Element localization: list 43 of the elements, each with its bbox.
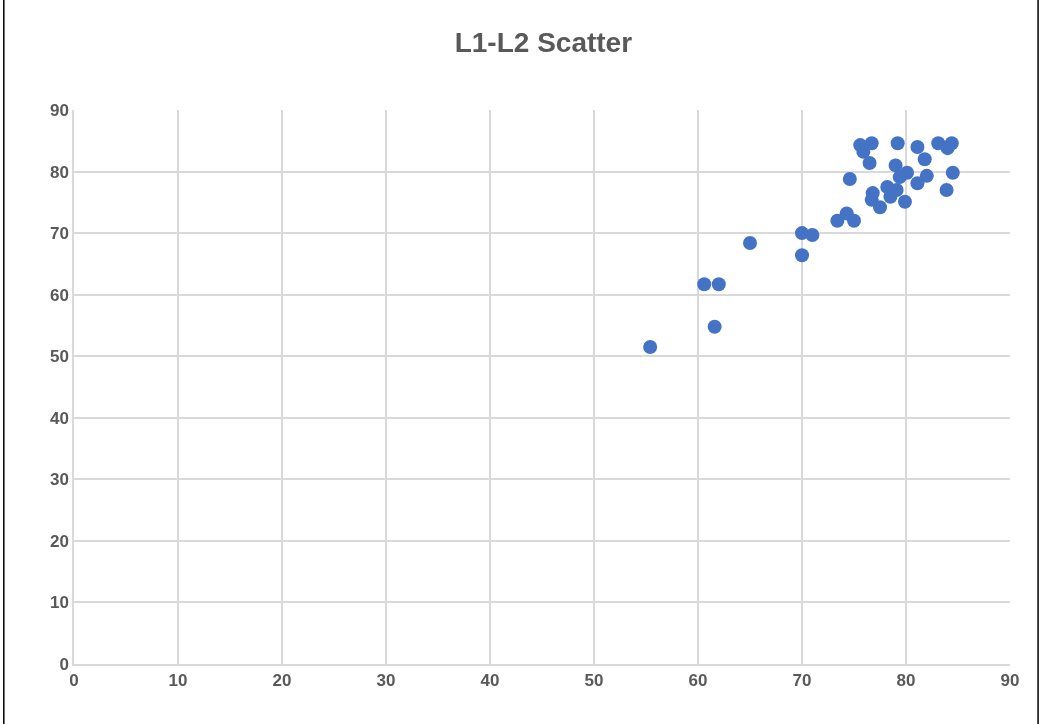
y-tick-label: 40 [49, 408, 69, 428]
point [795, 248, 809, 263]
point [945, 165, 960, 180]
point [900, 165, 915, 180]
y-tick-label: 30 [49, 470, 69, 490]
y-tick-label: 0 [59, 654, 69, 674]
y-tick-label: 90 [49, 100, 69, 120]
point [830, 213, 845, 228]
point [743, 235, 757, 250]
y-tick-label: 10 [49, 593, 69, 613]
y-tick-label: 20 [49, 531, 69, 551]
point [643, 339, 658, 354]
point [707, 319, 722, 334]
point [919, 168, 934, 183]
point [910, 176, 925, 191]
point [939, 183, 954, 198]
point [864, 136, 879, 151]
x-tick-label: 30 [376, 671, 396, 691]
point [697, 277, 712, 292]
point [890, 136, 905, 151]
x-tick-label: 90 [1000, 671, 1020, 691]
x-tick-label: 60 [688, 671, 708, 691]
point [862, 155, 877, 170]
y-tick-label: 70 [49, 224, 69, 244]
point [711, 277, 726, 292]
point [805, 227, 820, 242]
y-tick-label: 60 [49, 285, 69, 305]
point [847, 213, 861, 228]
point [873, 200, 887, 215]
x-tick-label: 80 [896, 671, 916, 691]
point [888, 158, 903, 173]
y-tick-label: 50 [49, 347, 69, 367]
x-tick-label: 50 [584, 671, 604, 691]
point [910, 139, 925, 154]
x-tick-label: 20 [272, 671, 292, 691]
point [842, 171, 857, 186]
point [917, 152, 932, 167]
y-tick-label: 80 [49, 162, 69, 182]
point [897, 194, 912, 209]
chart-title: L1-L2 Scatter [454, 27, 633, 59]
x-tick-label: 40 [480, 671, 500, 691]
x-tick-label: 70 [792, 671, 812, 691]
x-tick-label: 10 [168, 671, 188, 691]
